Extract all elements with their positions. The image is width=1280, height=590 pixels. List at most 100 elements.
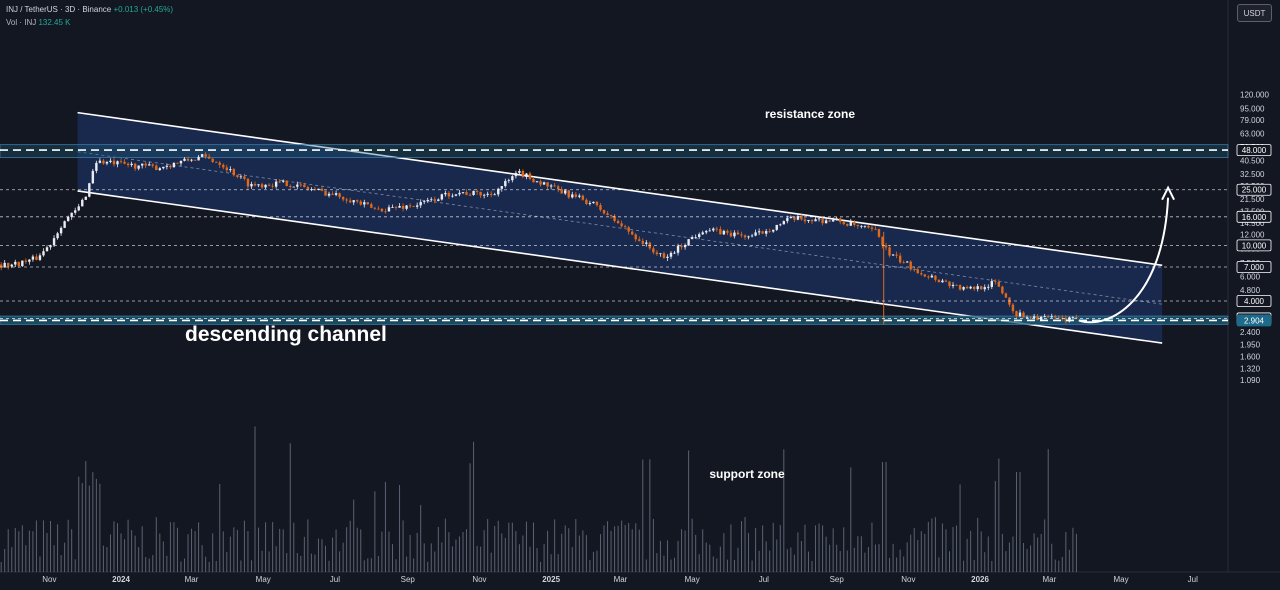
candle xyxy=(451,193,454,198)
price-line-badge xyxy=(1236,314,1272,327)
candle-body xyxy=(743,235,747,238)
candle xyxy=(232,167,236,177)
candle xyxy=(965,285,969,289)
candle-body xyxy=(10,264,13,267)
volume-bar xyxy=(649,459,651,572)
candle xyxy=(155,164,158,171)
price-change: +0.013 (+0.45%) xyxy=(113,5,174,14)
candle xyxy=(539,179,542,187)
candle-body xyxy=(1032,316,1036,318)
candle xyxy=(243,173,246,181)
volume-bar xyxy=(994,481,996,572)
candle xyxy=(222,163,225,170)
volume-bar xyxy=(645,559,647,572)
candle-body xyxy=(497,188,500,195)
candle xyxy=(447,190,451,199)
price-line-label: 4.000 xyxy=(1244,297,1265,306)
candle xyxy=(761,230,764,235)
candle xyxy=(109,158,112,164)
volume-bar xyxy=(878,544,880,572)
candle-body xyxy=(373,207,377,209)
candle xyxy=(1050,313,1053,319)
candle xyxy=(863,225,867,229)
candle-body xyxy=(42,251,45,256)
candle-body xyxy=(377,208,380,210)
candle xyxy=(750,233,754,238)
candle-body xyxy=(363,202,366,205)
volume-bar xyxy=(920,531,922,572)
y-tick-label: 1.600 xyxy=(1240,353,1261,362)
volume-bar xyxy=(194,531,196,572)
candle-body xyxy=(380,208,384,212)
candle-body xyxy=(215,161,218,163)
candle-body xyxy=(764,231,768,234)
candle-body xyxy=(839,218,842,222)
candle xyxy=(585,198,588,206)
volume-bar xyxy=(790,547,792,572)
candle xyxy=(683,243,687,250)
candle xyxy=(969,285,972,290)
x-tick-label: Jul xyxy=(759,575,769,584)
symbol-header: INJ / TetherUS · 3D · Binance +0.013 (+0… xyxy=(6,5,173,14)
volume-bar xyxy=(233,527,235,572)
candle xyxy=(1015,310,1018,320)
candle-body xyxy=(574,194,578,197)
candle-body xyxy=(564,190,567,194)
candle-body xyxy=(59,227,63,234)
volume-bar xyxy=(219,483,221,572)
resistance-zone xyxy=(0,144,1229,158)
volume-bar xyxy=(737,547,739,572)
volume-bar xyxy=(430,543,432,572)
x-tick-label: Mar xyxy=(614,575,628,584)
volume-bar xyxy=(998,458,1000,572)
candle xyxy=(81,198,84,207)
candle xyxy=(571,191,574,199)
volume-bar xyxy=(307,519,309,572)
currency-button[interactable]: USDT xyxy=(1237,4,1272,22)
candle-body xyxy=(884,245,888,248)
volume-bar xyxy=(102,545,104,572)
candle-body xyxy=(204,154,207,157)
volume-bar xyxy=(755,528,757,572)
candle-body xyxy=(754,232,757,236)
candle xyxy=(271,183,274,189)
volume-bar xyxy=(240,560,242,572)
candle xyxy=(31,254,35,262)
candle-body xyxy=(694,237,697,238)
candle-body xyxy=(860,225,863,227)
candle-body xyxy=(606,213,609,216)
candle-body xyxy=(56,233,59,239)
candle-body xyxy=(179,160,183,164)
candle-body xyxy=(1018,312,1022,317)
volume-bar xyxy=(822,525,824,572)
volume-bar xyxy=(451,546,453,572)
candle xyxy=(849,218,852,227)
volume-bar xyxy=(229,536,231,572)
candle-body xyxy=(690,237,694,240)
candle xyxy=(662,251,666,259)
candle-body xyxy=(800,216,803,220)
volume-bar xyxy=(913,528,915,572)
candle xyxy=(497,187,500,197)
candle xyxy=(130,161,133,167)
candle xyxy=(56,231,59,240)
candle-body xyxy=(715,228,719,230)
volume-bar xyxy=(807,551,809,572)
candle xyxy=(408,203,412,209)
volume-bar xyxy=(547,530,549,572)
candle-body xyxy=(948,281,951,287)
candle xyxy=(870,224,874,232)
candle-body xyxy=(638,239,641,241)
candle xyxy=(958,284,962,291)
time-axis: Nov 2024 Mar May Jul Sep Nov 2025 Mar May Jul Sep No… xyxy=(42,575,1198,584)
candle xyxy=(197,154,200,161)
candle-body xyxy=(719,229,722,235)
candle xyxy=(229,166,232,173)
volume-bar xyxy=(772,522,774,572)
candle-body xyxy=(965,287,969,289)
candle xyxy=(828,220,831,223)
volume-bar xyxy=(42,520,44,572)
volume-bar xyxy=(310,553,312,572)
candle-body xyxy=(712,228,715,231)
